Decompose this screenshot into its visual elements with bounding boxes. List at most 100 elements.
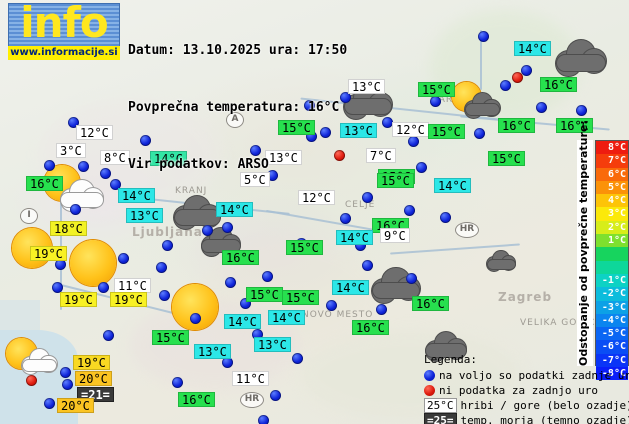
station-dot-available[interactable]: [140, 135, 151, 146]
station-dot-available[interactable]: [100, 168, 111, 179]
station-dot-available[interactable]: [362, 192, 373, 203]
station-dot-available[interactable]: [70, 204, 81, 215]
station-dot-available[interactable]: [304, 100, 315, 111]
station-dot-available[interactable]: [306, 131, 317, 142]
station-dot-available[interactable]: [62, 379, 73, 390]
station-dot-available[interactable]: [52, 282, 63, 293]
legend-item: 25°C hribi / gore (belo ozadje): [424, 398, 629, 413]
scale-row-14: -5°C: [596, 327, 628, 341]
station-dot-missing[interactable]: [512, 72, 523, 83]
station-dot-available[interactable]: [478, 31, 489, 42]
station-dot-available[interactable]: [262, 271, 273, 282]
station-dot-available[interactable]: [190, 313, 201, 324]
temperature-label: 19°C: [60, 292, 97, 307]
temperature-label: 15°C: [278, 120, 315, 135]
station-dot-available[interactable]: [156, 262, 167, 273]
station-dot-available[interactable]: [240, 298, 251, 309]
station-dot-missing[interactable]: [26, 375, 37, 386]
station-dot-available[interactable]: [68, 117, 79, 128]
temperature-label: 14°C: [216, 202, 253, 217]
station-dot-available[interactable]: [416, 162, 427, 173]
temperature-label: 16°C: [412, 296, 449, 311]
station-dot-available[interactable]: [60, 367, 71, 378]
station-dot-available[interactable]: [362, 260, 373, 271]
station-dot-available[interactable]: [172, 377, 183, 388]
scale-row-5: 3°C: [596, 207, 628, 221]
station-dot-available[interactable]: [270, 390, 281, 401]
station-dot-available[interactable]: [222, 357, 233, 368]
scale-row-16: -7°C: [596, 353, 628, 368]
station-dot-available[interactable]: [162, 240, 173, 251]
temperature-label: 14°C: [336, 230, 373, 245]
station-dot-available[interactable]: [500, 80, 511, 91]
station-dot-available[interactable]: [292, 353, 303, 364]
road-badge: HR: [240, 392, 264, 408]
station-dot-available[interactable]: [340, 92, 351, 103]
legend-item-label: na voljo so podatki zadnje ure: [439, 369, 629, 382]
river-mura: [480, 30, 482, 90]
temperature-label: 16°C: [178, 392, 215, 407]
station-dot-available[interactable]: [78, 161, 89, 172]
station-dot-available[interactable]: [159, 290, 170, 301]
logo-background: [8, 3, 120, 47]
temperature-label: 15°C: [428, 124, 465, 139]
station-dot-available[interactable]: [326, 300, 337, 311]
station-dot-available[interactable]: [440, 212, 451, 223]
temperature-label: 16°C: [498, 118, 535, 133]
station-dot-available[interactable]: [225, 277, 236, 288]
station-dot-available[interactable]: [320, 127, 331, 138]
station-dot-available[interactable]: [521, 65, 532, 76]
station-dot-available[interactable]: [110, 179, 121, 190]
station-dot-available[interactable]: [382, 117, 393, 128]
station-dot-available[interactable]: [408, 136, 419, 147]
station-dot-available[interactable]: [474, 128, 485, 139]
temperature-label: 15°C: [286, 240, 323, 255]
station-dot-available[interactable]: [536, 102, 547, 113]
station-dot-missing[interactable]: [334, 150, 345, 161]
site-logo[interactable]: info www.informacije.si: [8, 0, 120, 60]
place-label: KRANJ: [175, 186, 208, 196]
legend-item-label: hribi / gore (belo ozadje): [460, 399, 629, 412]
scale-row-9: [596, 260, 628, 274]
header-average-temp: Povprečna temperatura: 16°C: [128, 100, 340, 115]
station-dot-available[interactable]: [267, 170, 278, 181]
station-dot-available[interactable]: [404, 205, 415, 216]
station-dot-available[interactable]: [576, 105, 587, 116]
temperature-label: 11°C: [114, 278, 151, 293]
temperature-label: 14°C: [514, 41, 551, 56]
temperature-label: 14°C: [224, 314, 261, 329]
station-dot-available[interactable]: [44, 398, 55, 409]
station-dot-available[interactable]: [430, 96, 441, 107]
station-dot-available[interactable]: [202, 225, 213, 236]
temperature-label: 18°C: [50, 221, 87, 236]
terrain-blob-se: [300, 330, 520, 420]
station-dot-available[interactable]: [406, 273, 417, 284]
station-dot-available[interactable]: [222, 222, 233, 233]
temperature-label: 12°C: [392, 122, 429, 137]
station-dot-available[interactable]: [44, 160, 55, 171]
cloud-white-icon: [59, 178, 105, 211]
cloud-grey-icon: [554, 38, 608, 77]
station-dot-available[interactable]: [252, 329, 263, 340]
scale-row-2: 6°C: [596, 167, 628, 181]
temperature-label: 13°C: [126, 208, 163, 223]
scale-row-17: -8°C: [596, 367, 628, 381]
temperature-label: 15°C: [488, 151, 525, 166]
scale-row-10: -1°C: [596, 273, 628, 288]
station-dot-available[interactable]: [376, 304, 387, 315]
temperature-label: 13°C: [348, 79, 385, 94]
station-dot-available[interactable]: [258, 415, 269, 424]
temperature-label: 13°C: [265, 150, 302, 165]
road-badge: HR: [455, 222, 479, 238]
station-dot-available[interactable]: [340, 213, 351, 224]
station-dot-available[interactable]: [355, 240, 366, 251]
temperature-label: 15°C: [246, 287, 283, 302]
scale-title: Odstopanje od povprečne temperature:: [577, 120, 593, 366]
station-dot-available[interactable]: [55, 259, 66, 270]
station-dot-available[interactable]: [103, 330, 114, 341]
temperature-label: 14°C: [150, 151, 187, 166]
station-dot-available[interactable]: [98, 282, 109, 293]
temperature-label: 5°C: [240, 172, 270, 187]
station-dot-available[interactable]: [250, 145, 261, 156]
station-dot-available[interactable]: [118, 253, 129, 264]
